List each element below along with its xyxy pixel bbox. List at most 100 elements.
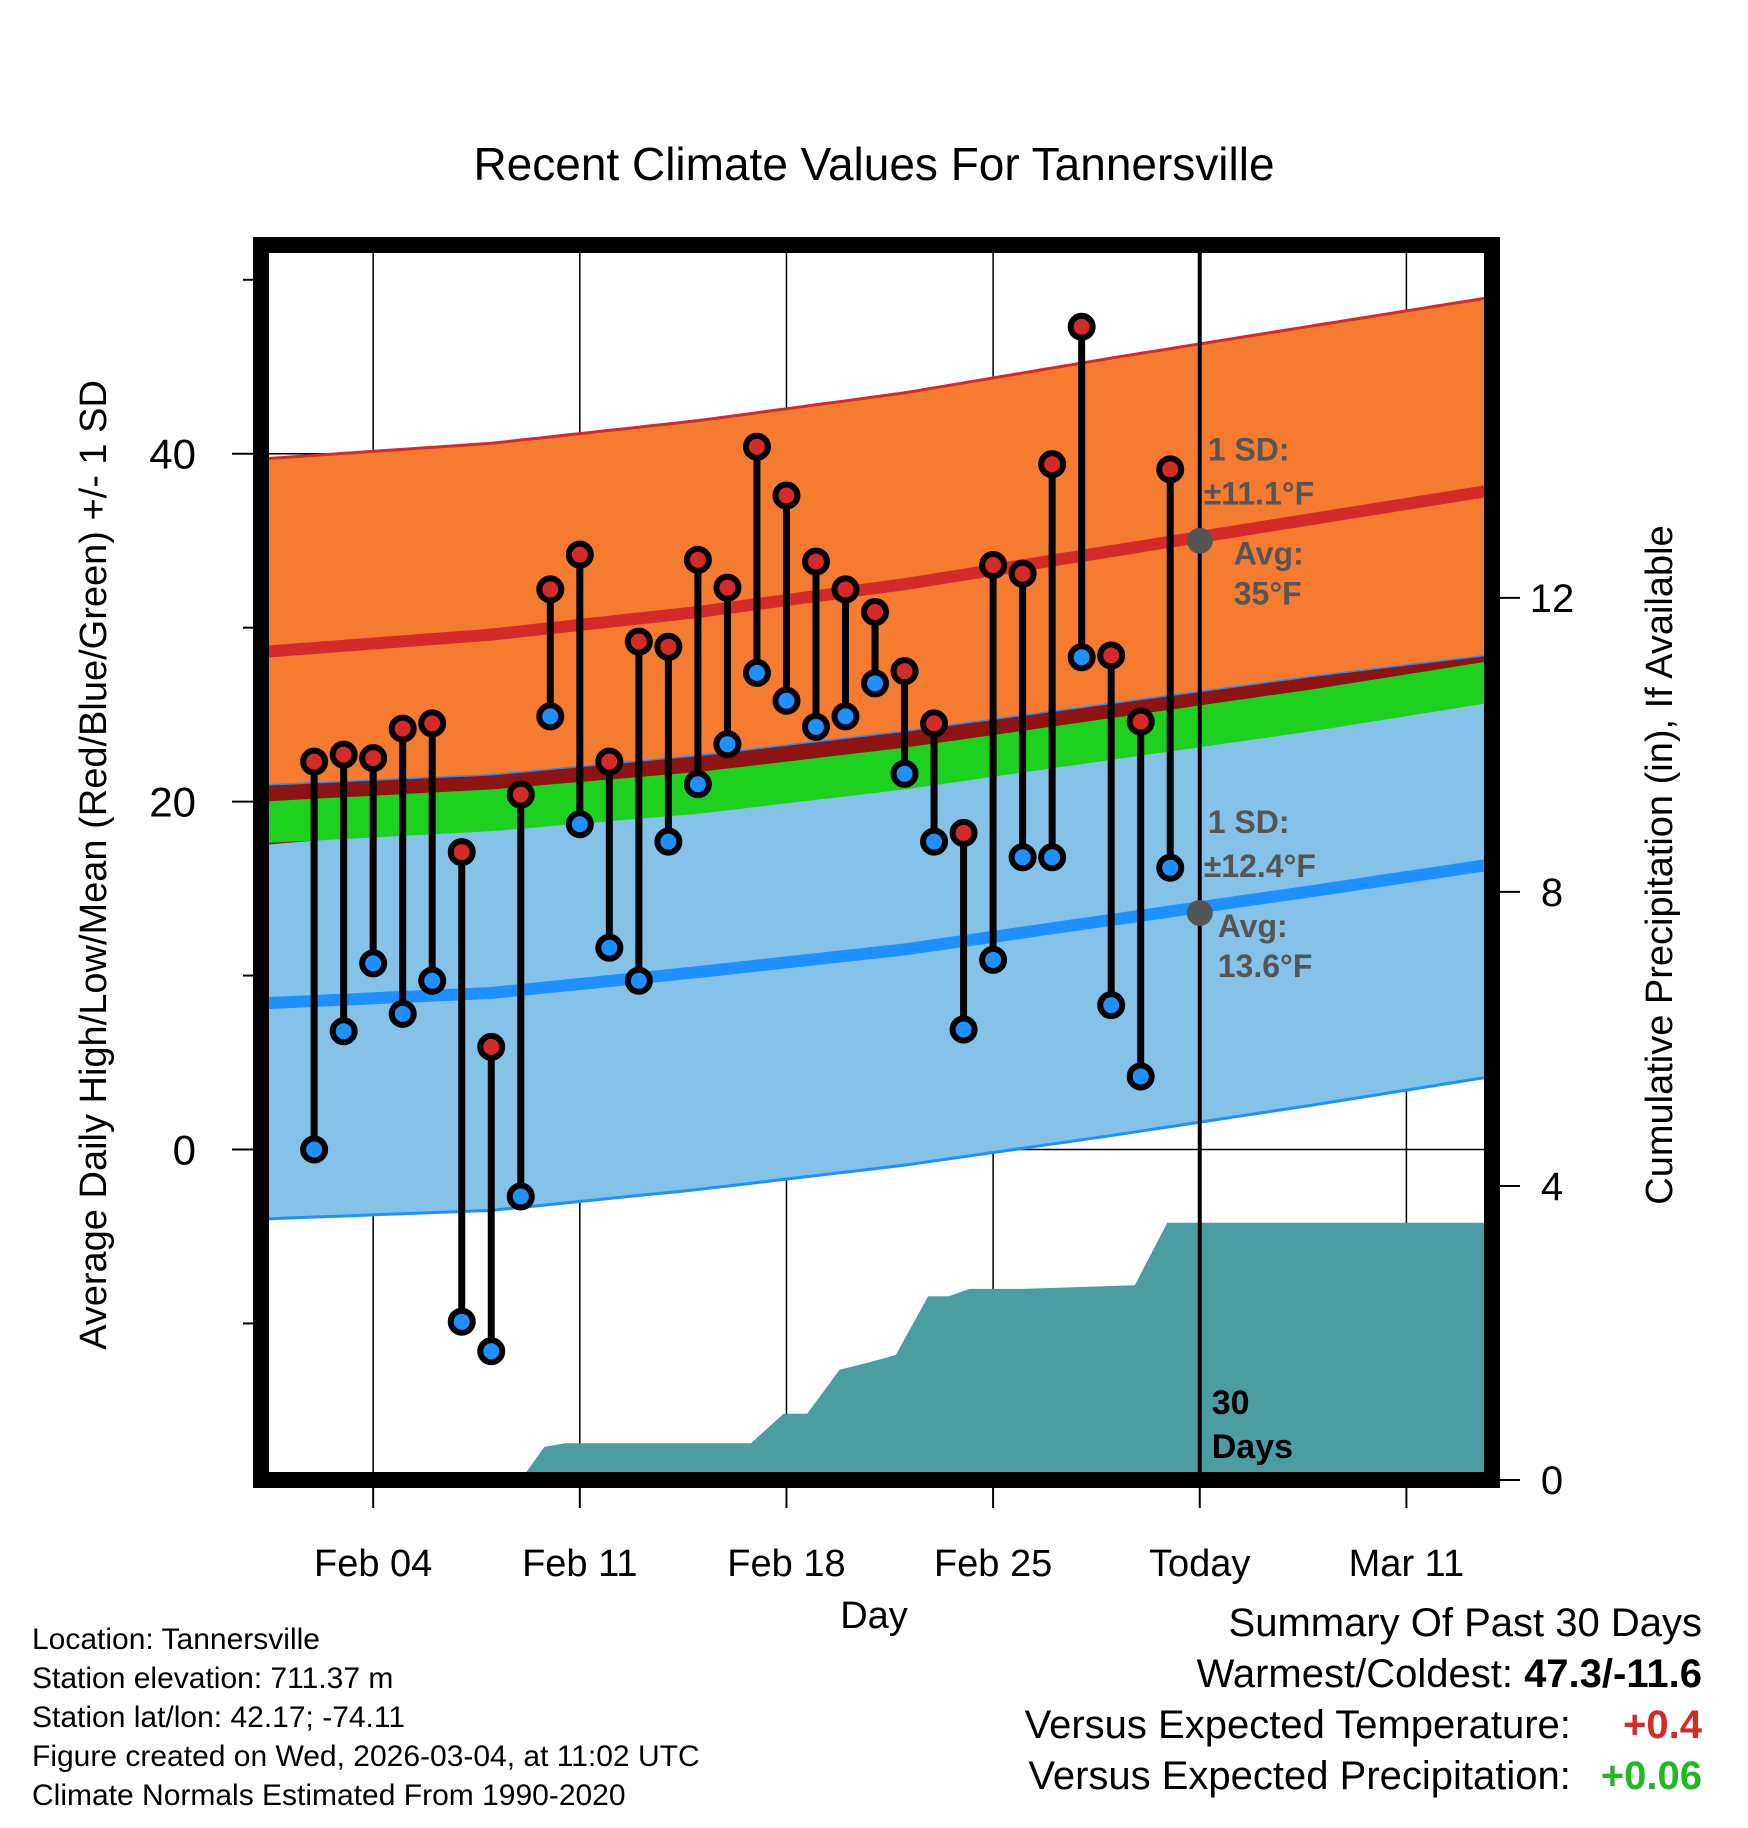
- high-point: [801, 547, 830, 576]
- low-point: [1097, 991, 1126, 1020]
- high-point: [329, 740, 358, 769]
- low-point: [1126, 1062, 1155, 1091]
- high-point: [624, 627, 653, 656]
- high-point: [1067, 312, 1096, 341]
- normals-text: Climate Normals Estimated From 1990-2020: [32, 1779, 626, 1812]
- low-avg-label: Avg:: [1218, 908, 1288, 944]
- low-point: [979, 945, 1008, 974]
- summary-precip-row: Versus Expected Precipitation: +0.06: [1025, 1751, 1702, 1802]
- summary-temp-row: Versus Expected Temperature: +0.4: [1025, 1700, 1702, 1751]
- high-point: [949, 818, 978, 847]
- high-avg-marker: [1186, 527, 1213, 554]
- low-point: [1067, 643, 1096, 672]
- summary-warm-cold-row: Warmest/Coldest: 47.3/-11.6: [1025, 1649, 1702, 1700]
- summary-title: Summary Of Past 30 Days: [1228, 1601, 1702, 1645]
- low-point: [920, 827, 949, 856]
- high-normal-line: [261, 484, 1492, 658]
- low-point: [595, 933, 624, 962]
- low-point: [1008, 843, 1037, 872]
- y2-tick-label: 8: [1541, 871, 1563, 915]
- y2-tick-label: 12: [1530, 577, 1575, 621]
- y-tick-label: 40: [149, 431, 196, 478]
- high-avg-value: 35°F: [1234, 576, 1302, 612]
- temp-value: +0.4: [1623, 1703, 1702, 1747]
- high-point: [1008, 559, 1037, 588]
- high-sd-label: 1 SD:: [1208, 432, 1290, 468]
- x-axis-label: Day: [840, 1595, 908, 1637]
- y2-axis-label: Cumulative Precipitation (in), If Availa…: [1639, 525, 1681, 1204]
- y-tick-label: 0: [173, 1127, 196, 1174]
- low-point: [801, 712, 830, 741]
- x-tick-label: Feb 11: [522, 1543, 637, 1585]
- high-point: [300, 747, 329, 776]
- high-sd-value: ±11.1°F: [1204, 476, 1314, 512]
- high-point: [890, 657, 919, 686]
- low-point: [447, 1307, 476, 1336]
- x-tick-label: Feb 04: [314, 1543, 432, 1585]
- low-point: [890, 759, 919, 788]
- low-point: [861, 669, 890, 698]
- low-avg-marker: [1186, 899, 1213, 926]
- precip-value: +0.06: [1600, 1754, 1702, 1798]
- plot-layers: [261, 245, 1492, 1480]
- x-tick-label: Mar 11: [1349, 1543, 1464, 1585]
- low-point: [300, 1135, 329, 1164]
- high-point: [742, 432, 771, 461]
- low-point: [683, 770, 712, 799]
- location-text: Location: Tannersville: [32, 1623, 320, 1656]
- high-point: [683, 545, 712, 574]
- low-point: [506, 1182, 535, 1211]
- y2-tick-label: 4: [1541, 1165, 1563, 1209]
- low-sd-value: ±12.4°F: [1204, 848, 1316, 884]
- low-avg-value: 13.6°F: [1218, 948, 1313, 984]
- elevation-text: Station elevation: 711.37 m: [32, 1662, 394, 1695]
- warm-cold-value: 47.3/-11.6: [1524, 1652, 1702, 1696]
- high-point: [920, 709, 949, 738]
- temp-label: Versus Expected Temperature:: [1024, 1703, 1571, 1747]
- y-tick-label: 20: [149, 779, 196, 826]
- plot-area: 1 SD: ±11.1°F Avg: 35°F 1 SD: ±12.4°F Avg: 13.6…: [261, 245, 1492, 1480]
- x-tick-label: Feb 25: [934, 1543, 1052, 1585]
- high-point: [536, 575, 565, 604]
- low-point: [329, 1017, 358, 1046]
- high-avg-label: Avg:: [1234, 536, 1304, 572]
- latlon-text: Station lat/lon: 42.17; -74.11: [32, 1701, 406, 1734]
- low-point: [713, 730, 742, 759]
- high-point: [565, 540, 594, 569]
- low-point: [742, 658, 771, 687]
- precip-area: [261, 1222, 1492, 1480]
- high-point: [595, 747, 624, 776]
- created-text: Figure created on Wed, 2026-03-04, at 11…: [32, 1740, 700, 1773]
- low-point: [388, 999, 417, 1028]
- today-days-number: 30: [1212, 1384, 1250, 1422]
- high-point: [388, 714, 417, 743]
- x-tick-label: Today: [1149, 1543, 1250, 1585]
- high-point: [506, 780, 535, 809]
- high-point: [713, 573, 742, 602]
- low-point: [1156, 853, 1185, 882]
- low-point: [654, 827, 683, 856]
- low-point: [949, 1015, 978, 1044]
- today-days-word: Days: [1212, 1428, 1293, 1466]
- low-point: [565, 810, 594, 839]
- high-point: [447, 838, 476, 867]
- high-point: [831, 575, 860, 604]
- precip-label: Versus Expected Precipitation:: [1028, 1754, 1571, 1798]
- low-point: [477, 1337, 506, 1366]
- high-point: [359, 744, 388, 773]
- high-point: [477, 1032, 506, 1061]
- plot-frame: [253, 237, 1500, 1488]
- high-point: [418, 709, 447, 738]
- low-point: [624, 966, 653, 995]
- low-sd-label: 1 SD:: [1208, 804, 1290, 840]
- high-point: [772, 481, 801, 510]
- mean-band: [261, 660, 1492, 844]
- summary-panel: Summary Of Past 30 Days Warmest/Coldest:…: [1025, 1598, 1702, 1802]
- high-point: [979, 551, 1008, 580]
- axes-ticks: Feb 04 Feb 11 Feb 18 Feb 25 Today Mar 1102040…: [149, 278, 1575, 1585]
- high-point: [1126, 707, 1155, 736]
- high-point: [1038, 450, 1067, 479]
- low-point: [359, 949, 388, 978]
- high-point: [654, 632, 683, 661]
